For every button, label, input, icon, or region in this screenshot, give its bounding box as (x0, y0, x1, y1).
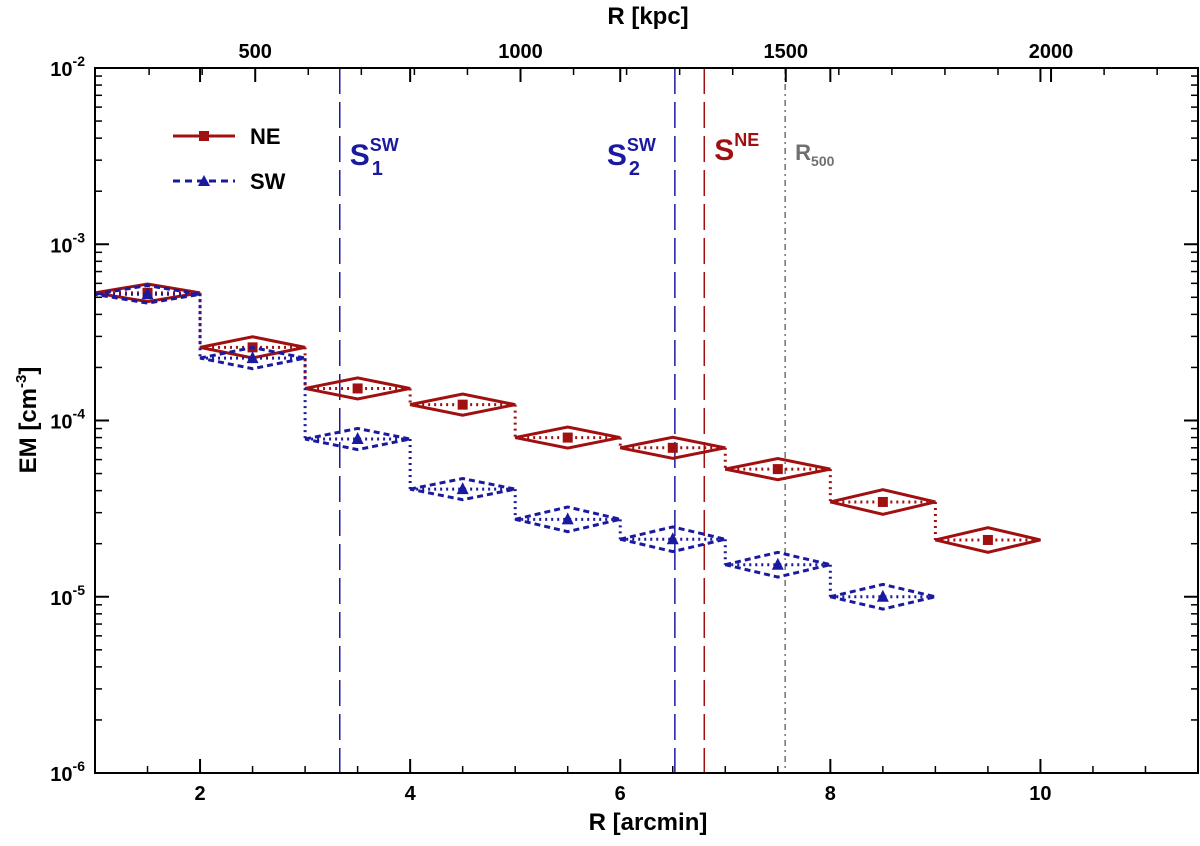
y-axis-title: EM [cm-3] (13, 367, 42, 474)
y-tick-base: 10 (50, 235, 72, 257)
y-axis-title-close: ] (15, 367, 42, 375)
vline-label-main: S (607, 139, 627, 172)
y-tick-base: 10 (50, 588, 72, 610)
vline-label-main: R (795, 140, 811, 165)
data-point-square (562, 432, 573, 443)
data-point-square (877, 496, 888, 507)
x-tick-label: 2 (194, 783, 205, 805)
data-point-triangle (666, 532, 679, 545)
y-tick-label: 10-3 (50, 229, 85, 257)
vline-label-sup: SW (370, 135, 399, 155)
x-tick-label: 8 (825, 783, 836, 805)
bin-error-diamond (514, 425, 621, 450)
y-tick-label: 10-4 (50, 406, 85, 434)
bin-error-diamond (409, 477, 516, 502)
vline-label-main: S (350, 139, 370, 172)
y-tick-label: 10-5 (50, 582, 85, 610)
bin-error-diamond (724, 456, 831, 482)
vline-label: SSW 2 (607, 135, 656, 180)
y-axis-title-exp: -3 (13, 375, 30, 388)
y-tick-base: 10 (50, 412, 72, 434)
bin-error-diamond (935, 526, 1041, 554)
vline-label-sub: 500 (811, 153, 835, 169)
y-tick-base: 10 (50, 59, 72, 81)
y-tick-base: 10 (50, 764, 72, 786)
y-tick-label: 10-6 (50, 758, 85, 786)
data-point-square (982, 534, 993, 545)
y-tick-exp: -3 (73, 229, 86, 245)
y-tick-exp: -5 (73, 582, 86, 598)
legend: NE SW (173, 124, 286, 194)
data-point-square (772, 464, 783, 475)
y-tick-exp: -6 (73, 758, 86, 774)
data-point-triangle (456, 482, 469, 495)
vline-label-sub: 1 (372, 158, 383, 180)
data-point-triangle (876, 589, 889, 602)
x-axis-title: R [arcmin] (589, 809, 708, 836)
legend-sw-label: SW (250, 169, 286, 194)
bin-error-diamond (94, 283, 201, 305)
data-series (94, 282, 1041, 611)
data-point-triangle (246, 351, 259, 364)
data-point-square (667, 442, 678, 453)
bin-error-diamond (199, 335, 306, 360)
vline-label-sub: 2 (629, 158, 640, 180)
bin-error-diamond (619, 525, 726, 554)
legend-ne-marker (199, 131, 209, 141)
bin-error-diamond (304, 426, 411, 452)
vline-label-sup: NE (734, 130, 759, 150)
legend-ne-label: NE (250, 124, 281, 149)
top-tick-label: 1000 (498, 41, 543, 63)
y-tick-exp: -4 (73, 406, 86, 422)
bin-error-diamond (619, 435, 726, 460)
y-tick-exp: -2 (73, 53, 86, 69)
top-tick-label: 2000 (1029, 41, 1074, 63)
data-point-triangle (771, 557, 784, 570)
y-tick-label: 10-2 (50, 53, 85, 81)
bin-error-diamond (199, 345, 306, 371)
vline-label: R500 (795, 140, 834, 169)
x-tick-label: 10 (1029, 783, 1051, 805)
series-ne (94, 282, 1041, 554)
top-axis-title: R [kpc] (607, 3, 688, 30)
bin-error-diamond (724, 550, 831, 579)
data-point-square (457, 399, 468, 410)
top-tick-label: 1500 (764, 41, 809, 63)
vline-label-sup: SW (627, 135, 656, 155)
top-tick-label: 500 (239, 41, 272, 63)
data-point-square (352, 383, 363, 394)
y-axis-title-main: EM [cm (15, 388, 42, 473)
legend-sw-marker (198, 175, 210, 186)
series-sw (94, 283, 936, 611)
data-point-triangle (141, 287, 154, 300)
bin-error-diamond (829, 582, 936, 611)
vline-label: SNE (714, 130, 759, 167)
bin-error-diamond (304, 376, 411, 401)
data-point-triangle (351, 432, 364, 445)
data-point-triangle (561, 512, 574, 525)
bin-error-diamond (409, 392, 516, 417)
vline-label-main: S (714, 134, 734, 167)
bin-error-diamond (514, 505, 621, 534)
x-tick-label: 4 (405, 783, 417, 805)
x-tick-label: 6 (615, 783, 626, 805)
bin-error-diamond (829, 488, 936, 516)
vline-label: SSW 1 (350, 135, 399, 180)
